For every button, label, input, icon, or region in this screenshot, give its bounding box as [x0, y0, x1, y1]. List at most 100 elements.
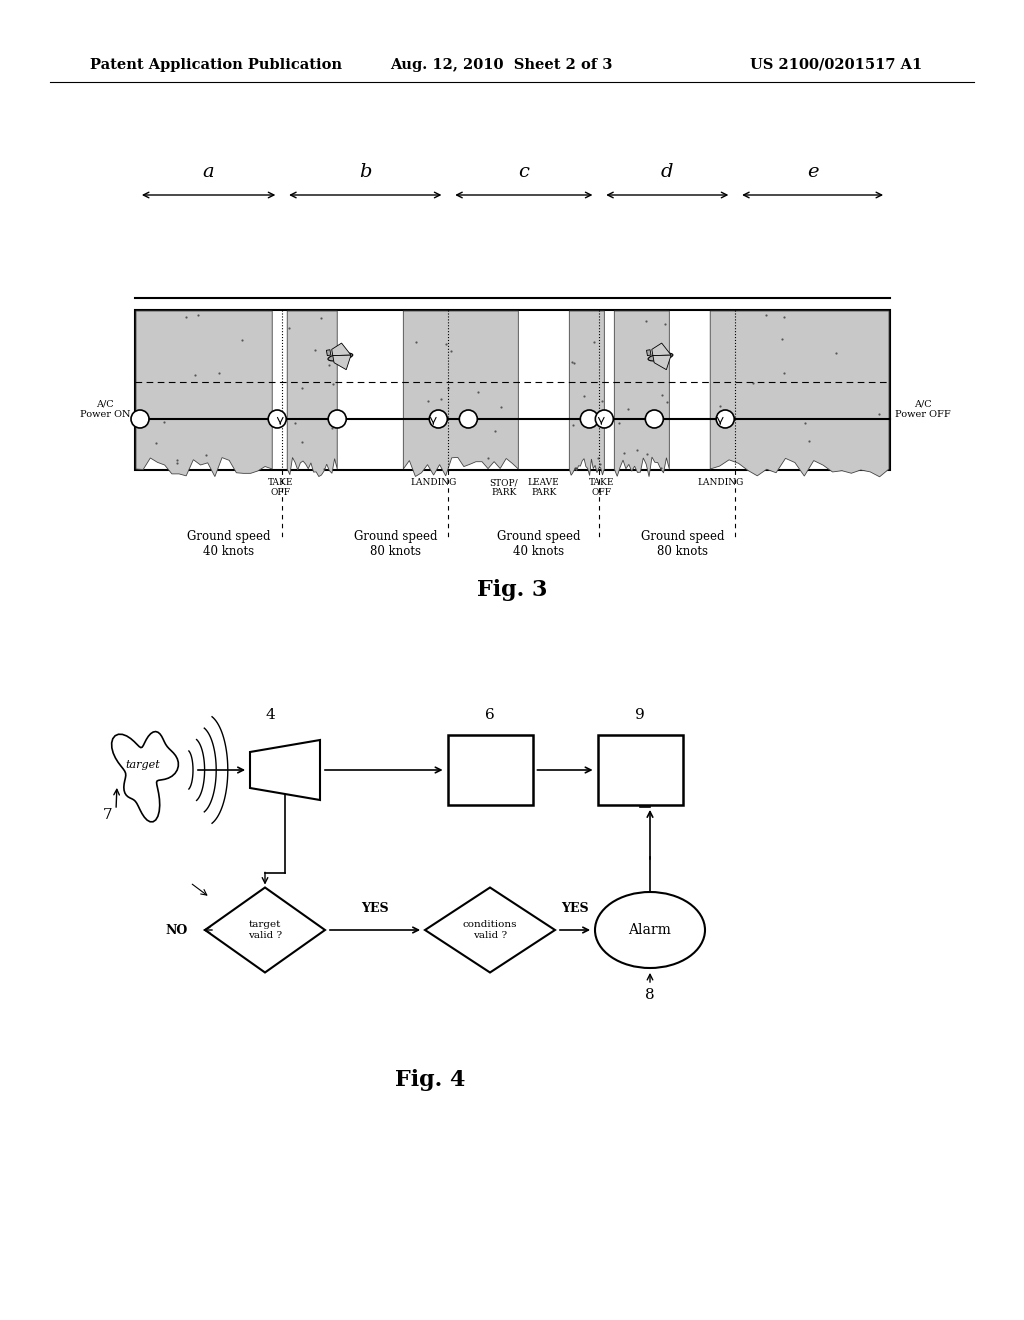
Circle shape [595, 411, 613, 428]
Point [190, 304, 207, 325]
Point [439, 378, 456, 399]
Polygon shape [614, 312, 670, 477]
Point [470, 381, 486, 403]
Text: Ground speed
40 knots: Ground speed 40 knots [186, 531, 270, 558]
Point [575, 385, 592, 407]
Text: e: e [807, 162, 818, 181]
Point [493, 396, 509, 417]
Text: 8: 8 [645, 987, 654, 1002]
Point [758, 305, 774, 326]
Point [211, 362, 227, 383]
Point [564, 351, 581, 372]
Text: 6: 6 [485, 708, 495, 722]
Point [148, 433, 165, 454]
Point [479, 447, 496, 469]
Bar [447, 735, 532, 805]
Polygon shape [425, 887, 555, 973]
Point [198, 445, 214, 466]
Point [639, 444, 655, 465]
Text: A/C
Power OFF: A/C Power OFF [895, 399, 950, 418]
Point [168, 453, 184, 474]
Polygon shape [403, 312, 518, 477]
Text: YES: YES [361, 902, 389, 915]
Polygon shape [327, 350, 331, 355]
Point [287, 413, 303, 434]
Text: Patent Application Publication: Patent Application Publication [90, 58, 342, 73]
Text: Fig. 4: Fig. 4 [395, 1069, 465, 1092]
Text: a: a [203, 162, 214, 181]
Polygon shape [333, 355, 351, 370]
Point [168, 450, 184, 471]
Point [313, 308, 330, 329]
Point [797, 412, 813, 433]
Circle shape [131, 411, 150, 428]
Text: b: b [359, 162, 372, 181]
Text: Ground speed
80 knots: Ground speed 80 knots [641, 531, 724, 558]
Point [657, 313, 674, 334]
Point [653, 385, 670, 407]
Point [638, 310, 654, 331]
Point [610, 413, 627, 434]
Polygon shape [646, 350, 651, 355]
Text: LANDING: LANDING [411, 478, 457, 487]
Bar [135, 310, 890, 470]
Point [565, 414, 582, 436]
Point [592, 454, 608, 475]
Point [629, 440, 645, 461]
Text: YES: YES [561, 902, 589, 915]
Bar [597, 735, 683, 805]
Circle shape [460, 411, 477, 428]
Polygon shape [112, 731, 178, 822]
Text: target
valid ?: target valid ? [248, 920, 282, 940]
Polygon shape [653, 355, 671, 370]
Circle shape [268, 411, 287, 428]
Text: Fig. 3: Fig. 3 [477, 579, 547, 601]
Point [586, 331, 602, 352]
Circle shape [581, 411, 598, 428]
Text: Aug. 12, 2010  Sheet 2 of 3: Aug. 12, 2010 Sheet 2 of 3 [390, 58, 612, 73]
Point [653, 458, 670, 479]
Text: Alarm: Alarm [629, 923, 672, 937]
Point [321, 354, 337, 375]
Point [744, 372, 761, 393]
Point [871, 403, 888, 424]
Polygon shape [652, 343, 671, 355]
Point [187, 364, 204, 385]
Polygon shape [569, 312, 604, 475]
Text: target: target [126, 760, 161, 770]
Circle shape [329, 411, 346, 428]
Point [324, 417, 340, 438]
Point [408, 331, 424, 352]
Polygon shape [205, 887, 325, 973]
Text: 9: 9 [635, 708, 645, 722]
Ellipse shape [648, 352, 673, 360]
Point [486, 421, 503, 442]
Polygon shape [250, 741, 319, 800]
Text: Ground speed
40 knots: Ground speed 40 knots [497, 531, 581, 558]
Text: c: c [518, 162, 529, 181]
Point [178, 306, 195, 327]
Text: TAKE
OFF: TAKE OFF [589, 478, 614, 498]
Point [776, 363, 793, 384]
Text: LEAVE
PARK: LEAVE PARK [528, 478, 560, 498]
Point [306, 339, 323, 360]
Point [775, 306, 792, 327]
Polygon shape [136, 312, 272, 477]
Point [315, 459, 332, 480]
Point [420, 391, 436, 412]
Ellipse shape [328, 352, 353, 360]
Text: d: d [662, 162, 674, 181]
Point [233, 330, 250, 351]
Point [438, 333, 455, 354]
Point [801, 430, 817, 451]
Circle shape [429, 411, 447, 428]
Text: NO: NO [166, 924, 188, 936]
Text: 7: 7 [103, 808, 113, 822]
Point [157, 411, 173, 432]
Point [620, 399, 636, 420]
Point [294, 432, 310, 453]
Polygon shape [332, 343, 351, 355]
Text: US 2100/0201517 A1: US 2100/0201517 A1 [750, 58, 923, 73]
Text: STOP/
PARK: STOP/ PARK [489, 478, 518, 498]
Circle shape [716, 411, 734, 428]
